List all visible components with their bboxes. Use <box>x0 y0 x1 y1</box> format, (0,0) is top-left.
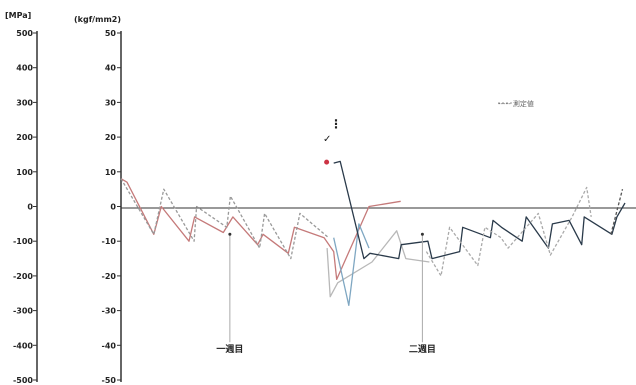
apostrophe-mark: ⋮ <box>330 117 342 131</box>
annotation-anchor-0 <box>228 232 232 236</box>
mpa-tick-group: 500 400 300 200 100 0 -100 -200 -300 -400 -500 <box>13 29 37 385</box>
series-line-2 <box>326 230 430 298</box>
kgf-tick-label: -10 <box>102 237 117 246</box>
tick-mark: ✓ <box>323 134 331 145</box>
series-layer <box>120 159 626 307</box>
kgf-tick-label: 0 <box>110 203 116 212</box>
kgf-tick-label: -40 <box>102 341 117 350</box>
kgf-tick-label: 10 <box>105 168 117 177</box>
series-line-4 <box>333 160 626 260</box>
kgf-tick-label: 50 <box>105 29 117 38</box>
annotation-label-0: 一週目 <box>216 344 243 355</box>
kgf-tick-label: -20 <box>102 272 117 281</box>
mpa-tick-label: -100 <box>13 237 33 246</box>
kgf-unit-label: (kgf/mm2) <box>74 15 121 24</box>
mpa-tick-label: -300 <box>13 307 33 316</box>
kgf-tick-label: -30 <box>102 307 117 316</box>
mpa-tick-label: 100 <box>16 168 33 177</box>
kgf-tick-group: 50 40 30 20 10 0 -10 -20 -30 -40 -50 <box>102 29 121 385</box>
legend-entry: ----- 測定値 <box>498 99 534 108</box>
kgf-tick-label: 40 <box>105 64 117 73</box>
kgf-tick-label: -50 <box>102 376 117 385</box>
mpa-tick-label: 400 <box>16 64 33 73</box>
marker-point-0 <box>324 159 330 165</box>
mpa-unit-label: [MPa] <box>5 11 31 20</box>
kgf-tick-label: 20 <box>105 133 117 142</box>
annotation-label-1: 二週目 <box>409 344 436 355</box>
annotation-layer: 一週目 二週目 <box>216 232 436 355</box>
series-line-3 <box>333 223 370 307</box>
mpa-tick-label: 200 <box>16 133 33 142</box>
mpa-tick-label: -200 <box>13 272 33 281</box>
series-line-6 <box>610 189 624 235</box>
series-line-1 <box>120 178 330 260</box>
series-line-0 <box>120 178 401 281</box>
annotation-anchor-1 <box>420 232 424 236</box>
mpa-tick-label: 300 <box>16 98 33 107</box>
kgf-tick-label: 30 <box>105 98 117 107</box>
mpa-tick-label: 500 <box>16 29 33 38</box>
mpa-tick-label: -400 <box>13 341 33 350</box>
mpa-tick-label: 0 <box>27 203 33 212</box>
mpa-tick-label: -500 <box>13 376 33 385</box>
